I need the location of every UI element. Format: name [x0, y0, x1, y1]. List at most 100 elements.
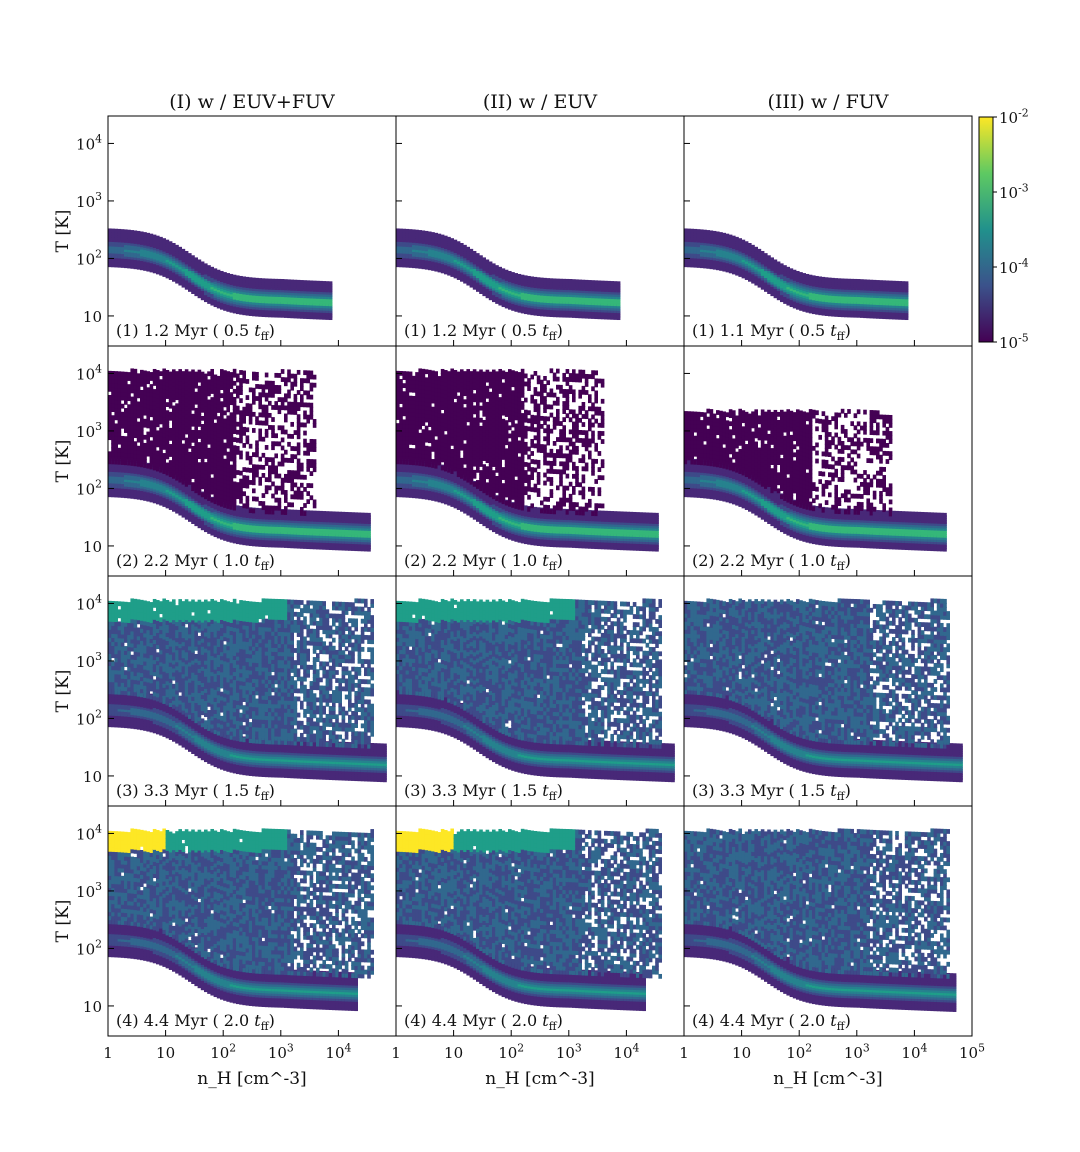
heatmap-cell	[223, 490, 227, 496]
heatmap-cell	[565, 313, 570, 318]
heatmap-cell	[188, 476, 192, 481]
heatmap-cell	[172, 275, 176, 280]
heatmap-cell	[559, 294, 563, 300]
heatmap-cell	[220, 401, 224, 407]
heatmap-cell	[210, 524, 214, 529]
heatmap-cell	[207, 403, 211, 409]
heatmap-cell	[216, 511, 221, 516]
heatmap-cell	[760, 269, 765, 274]
heatmap-cell	[210, 280, 214, 285]
heatmap-cell	[693, 235, 698, 241]
heatmap-cell	[111, 228, 115, 233]
heatmap-cell	[236, 296, 240, 301]
heatmap-cell	[245, 276, 250, 282]
heatmap-cell	[188, 371, 192, 377]
heatmap-cell	[252, 291, 256, 296]
heatmap-cell	[274, 281, 278, 286]
heatmap-cell	[303, 296, 307, 301]
heatmap-cell	[712, 249, 717, 254]
heatmap-cell	[197, 454, 202, 460]
heatmap-cell	[271, 294, 275, 300]
heatmap-cell	[885, 291, 890, 297]
heatmap-cell	[501, 270, 506, 275]
heatmap-cell	[581, 295, 586, 301]
heatmap-cell	[296, 298, 301, 303]
heatmap-cell	[207, 447, 211, 453]
heatmap-cell	[767, 278, 771, 283]
heatmap-cell	[175, 383, 179, 389]
heatmap-cell	[168, 245, 173, 251]
heatmap-cell	[530, 285, 534, 290]
heatmap-cell	[124, 456, 128, 462]
heatmap-cell	[213, 528, 218, 533]
heatmap-cell	[149, 249, 154, 254]
heatmap-cell	[514, 296, 518, 301]
heatmap-cell	[258, 301, 262, 306]
heatmap-cell	[156, 410, 160, 416]
heatmap-cell	[562, 292, 566, 297]
heatmap-cell	[149, 388, 154, 393]
heatmap-cell	[703, 261, 707, 267]
heatmap-cell	[418, 257, 422, 262]
heatmap-cell	[204, 433, 208, 439]
heatmap-cell	[207, 399, 211, 405]
heatmap-cell	[226, 399, 230, 405]
heatmap-cell	[120, 452, 125, 457]
heatmap-cell	[399, 260, 403, 265]
heatmap-cell	[572, 309, 576, 314]
heatmap-cell	[437, 247, 442, 252]
heatmap-cell	[117, 371, 122, 377]
heatmap-cell	[108, 394, 112, 400]
heatmap-cell	[463, 263, 467, 268]
heatmap-cell	[210, 409, 214, 415]
heatmap-cell	[213, 390, 218, 396]
heatmap-cell	[607, 313, 611, 318]
heatmap-cell	[117, 235, 122, 241]
heatmap-cell	[172, 397, 176, 403]
heatmap-cell	[300, 309, 304, 315]
heatmap-cell	[111, 470, 115, 475]
heatmap-cell	[210, 425, 214, 431]
heatmap-cell	[751, 251, 755, 256]
heatmap-cell	[594, 298, 598, 303]
heatmap-cell	[860, 304, 864, 309]
heatmap-cell	[296, 300, 301, 305]
heatmap-cell	[178, 437, 182, 443]
heatmap-cell	[482, 287, 486, 292]
heatmap-cell	[517, 283, 522, 288]
heatmap-cell	[485, 266, 490, 271]
heatmap-cell	[159, 259, 163, 265]
heatmap-cell	[408, 259, 413, 264]
heatmap-cell	[591, 314, 595, 319]
heatmap-cell	[162, 242, 166, 247]
heatmap-cell	[111, 472, 115, 477]
heatmap-cell	[888, 312, 893, 318]
heatmap-cell	[517, 296, 522, 302]
heatmap-cell	[549, 294, 554, 299]
heatmap-cell	[604, 315, 608, 320]
heatmap-cell	[232, 309, 237, 314]
heatmap-cell	[172, 263, 176, 268]
heatmap-cell	[156, 263, 160, 268]
heatmap-cell	[133, 421, 138, 426]
heatmap-cell	[168, 243, 173, 248]
heatmap-cell	[306, 312, 310, 317]
heatmap-cell	[844, 280, 848, 286]
heatmap-cell	[133, 413, 138, 418]
heatmap-cell	[732, 235, 736, 240]
heatmap-cell	[309, 305, 314, 310]
heatmap-cell	[328, 311, 333, 316]
heatmap-cell	[469, 281, 474, 286]
heatmap-cell	[767, 257, 771, 262]
heatmap-cell	[540, 291, 544, 296]
heatmap-cell	[271, 278, 275, 283]
heatmap-cell	[741, 251, 746, 256]
heatmap-cell	[844, 294, 848, 299]
heatmap-cell	[178, 502, 182, 507]
heatmap-cell	[869, 314, 874, 319]
heatmap-cell	[181, 395, 186, 401]
heatmap-cell	[152, 234, 157, 239]
heatmap-cell	[184, 413, 189, 419]
heatmap-cell	[716, 245, 720, 250]
heatmap-cell	[188, 383, 192, 389]
